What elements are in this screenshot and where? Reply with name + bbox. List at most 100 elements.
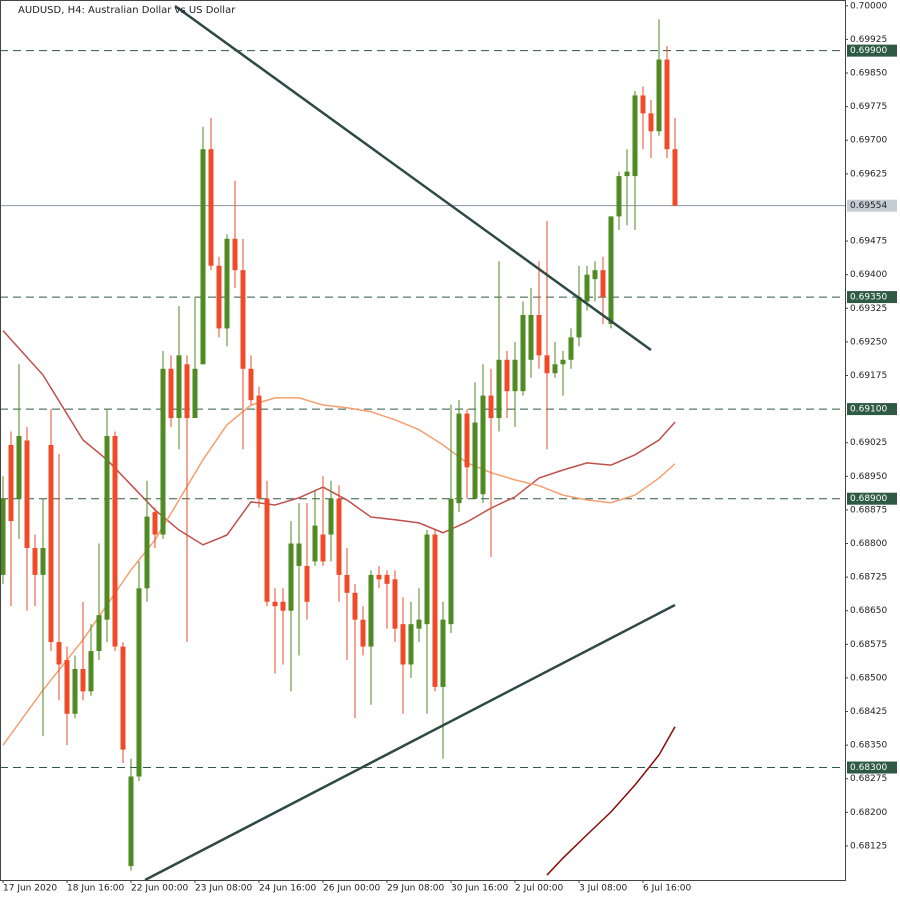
candle-body	[608, 216, 614, 324]
x-tick-label: 6 Jul 16:00	[643, 884, 692, 894]
candle-body	[104, 435, 110, 620]
y-tick-label: 0.69475	[850, 237, 887, 247]
candle-body	[376, 574, 382, 580]
candle-body	[184, 364, 190, 419]
candle-body	[424, 534, 430, 625]
level-label: 0.69100	[850, 405, 887, 415]
y-tick-label: 0.68575	[850, 640, 887, 650]
candle-body	[256, 395, 262, 499]
candle-body	[664, 59, 670, 150]
candle-body	[624, 171, 630, 177]
candle-body	[360, 619, 366, 647]
y-tick-label: 0.69025	[850, 438, 887, 448]
candle-body	[368, 574, 374, 647]
y-tick-label: 0.69625	[850, 169, 887, 179]
x-tick-label: 3 Jul 08:00	[579, 884, 628, 894]
y-tick-label: 0.68800	[850, 539, 887, 549]
candle-body	[152, 512, 158, 535]
candle-body	[432, 534, 438, 687]
plot-area	[0, 19, 845, 876]
x-tick-label: 29 Jun 08:00	[387, 884, 444, 894]
candle-body	[136, 588, 142, 777]
candle-body	[312, 525, 318, 562]
candle-body	[264, 498, 270, 602]
candle-body	[64, 660, 70, 714]
candle-body	[40, 547, 46, 575]
candle-body	[128, 776, 134, 867]
candle-body	[112, 435, 118, 647]
candle-body	[24, 440, 30, 548]
plot-frame	[0, 0, 846, 881]
candle-body	[496, 359, 502, 419]
level-label-box	[847, 492, 897, 505]
x-tick-label: 22 Jun 00:00	[131, 884, 188, 894]
candle-body	[384, 574, 390, 584]
y-tick-label: 0.68875	[850, 505, 887, 515]
candle-body	[160, 368, 166, 535]
y-tick-label: 0.69175	[850, 371, 887, 381]
level-label-box	[847, 403, 897, 416]
moving-average	[2, 397, 676, 746]
level-label: 0.68300	[850, 763, 887, 773]
candle-body	[216, 265, 222, 329]
chart-title: AUDUSD, H4: Australian Dollar vs US Doll…	[18, 5, 236, 16]
x-tick-label: 2 Jul 00:00	[515, 884, 564, 894]
candle-body	[320, 534, 326, 562]
y-tick-label: 0.69250	[850, 337, 887, 347]
candle-body	[48, 444, 54, 643]
candle-body	[672, 149, 678, 206]
candle-body	[272, 601, 278, 607]
candle-body	[120, 646, 126, 750]
candle-body	[568, 337, 574, 360]
y-tick-label: 0.69775	[850, 102, 887, 112]
candle-body	[648, 113, 654, 132]
candle-body	[240, 270, 246, 369]
candle-body	[512, 359, 518, 392]
x-tick-label: 26 Jun 00:00	[323, 884, 380, 894]
candle-body	[632, 95, 638, 177]
candle-body	[176, 355, 182, 419]
candle-body	[280, 601, 286, 611]
y-tick-label: 0.68350	[850, 741, 887, 751]
candle-body	[544, 355, 550, 374]
candle-body	[448, 498, 454, 625]
candle-body	[328, 498, 334, 535]
x-tick-label: 30 Jun 16:00	[451, 884, 508, 894]
candle-body	[584, 274, 590, 302]
candle-body	[32, 547, 38, 575]
candle-body	[344, 574, 350, 593]
candle-body	[600, 270, 606, 298]
candle-body	[464, 413, 470, 468]
candle-body	[56, 642, 62, 665]
current-price-label: 0.69554	[850, 201, 887, 211]
candle-body	[72, 668, 78, 714]
trend-line	[174, 4, 652, 352]
candle-body	[304, 565, 310, 602]
candle-body	[168, 368, 174, 419]
candle-body	[640, 95, 646, 114]
candle-body	[208, 149, 214, 266]
level-label: 0.69350	[850, 293, 887, 303]
candle-body	[592, 270, 598, 280]
candle-body	[248, 368, 254, 401]
candle-body	[0, 498, 6, 575]
y-tick-label: 0.69400	[850, 270, 887, 280]
candle-body	[200, 149, 206, 365]
candle-body	[144, 516, 150, 589]
candle-body	[528, 314, 534, 360]
candle-body	[656, 59, 662, 132]
y-tick-label: 0.69850	[850, 69, 887, 79]
moving-average	[546, 726, 676, 876]
candle-body	[16, 435, 22, 499]
x-tick-label: 23 Jun 08:00	[195, 884, 252, 894]
y-tick-label: 0.68500	[850, 673, 887, 683]
candle-body	[224, 238, 230, 329]
candle-body	[480, 395, 486, 495]
candle-body	[488, 395, 494, 419]
candle-body	[408, 624, 414, 665]
candle-body	[616, 176, 622, 217]
candle-body	[96, 615, 102, 652]
candle-body	[296, 543, 302, 566]
